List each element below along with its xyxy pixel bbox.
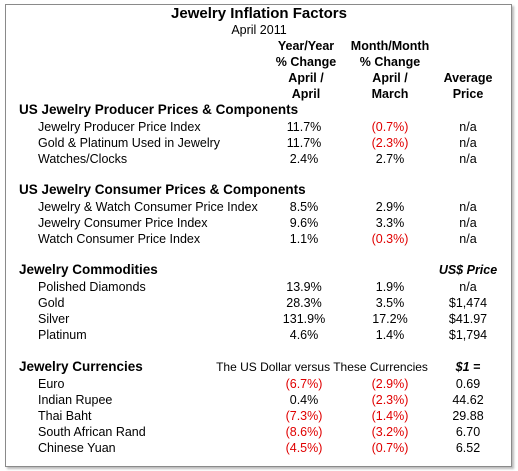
column-header: Average (443, 71, 493, 85)
cell-value: (0.3%) (371, 232, 409, 246)
cell-value: n/a (459, 152, 477, 166)
price-header: $1 = (455, 360, 481, 374)
cell-value: (8.6%) (285, 425, 323, 439)
cell-value: $41.97 (448, 312, 488, 326)
cell-value: 2.9% (375, 200, 405, 214)
cell-value: (2.3%) (371, 136, 409, 150)
cell-value: 28.3% (286, 296, 322, 310)
cell-value: (1.4%) (371, 409, 409, 423)
row-label: Polished Diamonds (38, 280, 146, 294)
cell-value: 0.69 (455, 377, 481, 391)
row-label: Gold (38, 296, 65, 310)
cell-value: 11.7% (286, 136, 322, 150)
row-label: South African Rand (38, 425, 146, 439)
cell-value: $1,474 (448, 296, 488, 310)
cell-value: n/a (459, 280, 477, 294)
cell-value: n/a (459, 200, 477, 214)
cell-value: n/a (459, 216, 477, 230)
cell-value: (7.3%) (285, 409, 323, 423)
row-label: Platinum (38, 328, 87, 342)
section-heading: US Jewelry Consumer Prices & Components (19, 182, 306, 197)
section-heading: Jewelry Currencies (19, 359, 143, 374)
title: Jewelry Inflation Factors (171, 5, 347, 22)
row-label: Jewelry & Watch Consumer Price Index (38, 200, 258, 214)
cell-value: 9.6% (289, 216, 319, 230)
cell-value: n/a (459, 136, 477, 150)
column-header: April (291, 87, 321, 101)
column-header: Month/Month (350, 39, 430, 53)
cell-value: 3.5% (375, 296, 405, 310)
column-header: Year/Year (277, 39, 335, 53)
column-header: % Change (275, 55, 337, 69)
cell-value: 1.9% (375, 280, 405, 294)
row-label: Thai Baht (38, 409, 92, 423)
cell-value: 6.70 (455, 425, 481, 439)
row-label: Watch Consumer Price Index (38, 232, 201, 246)
date: April 2011 (231, 23, 287, 37)
row-label: Silver (38, 312, 70, 326)
cell-value: 0.4% (289, 393, 319, 407)
cell-value: $1,794 (448, 328, 488, 342)
column-header: April / (288, 71, 324, 85)
cell-value: n/a (459, 120, 477, 134)
cell-value: 29.88 (452, 409, 484, 423)
cell-value: 4.6% (289, 328, 319, 342)
row-label: Gold & Platinum Used in Jewelry (38, 136, 221, 150)
cell-value: 17.2% (372, 312, 408, 326)
cell-value: (2.9%) (371, 377, 409, 391)
cell-value: 131.9% (282, 312, 326, 326)
cell-value: 6.52 (455, 441, 481, 455)
row-label: Indian Rupee (38, 393, 113, 407)
row-label: Jewelry Consumer Price Index (38, 216, 208, 230)
cell-value: 2.7% (375, 152, 405, 166)
cell-value: 1.4% (375, 328, 405, 342)
cell-value: 44.62 (452, 393, 484, 407)
column-header: % Change (359, 55, 421, 69)
column-header: Price (452, 87, 484, 101)
row-label: Euro (38, 377, 65, 391)
cell-value: 3.3% (375, 216, 405, 230)
cell-value: (0.7%) (371, 120, 409, 134)
cell-value: (4.5%) (285, 441, 323, 455)
section-heading: Jewelry Commodities (19, 262, 158, 277)
cell-value: 13.9% (286, 280, 322, 294)
row-label: Jewelry Producer Price Index (38, 120, 201, 134)
cell-value: 1.1% (289, 232, 319, 246)
cell-value: (3.2%) (371, 425, 409, 439)
cell-value: (0.7%) (371, 441, 409, 455)
column-header: April / (372, 71, 408, 85)
section-heading: US Jewelry Producer Prices & Components (19, 102, 299, 117)
section-note: The US Dollar versus These Currencies (216, 360, 428, 374)
cell-value: n/a (459, 232, 477, 246)
row-label: Watches/Clocks (38, 152, 128, 166)
cell-value: 11.7% (286, 120, 322, 134)
price-header: US$ Price (438, 263, 498, 277)
cell-value: 2.4% (289, 152, 319, 166)
table-frame (5, 4, 512, 467)
cell-value: 8.5% (289, 200, 319, 214)
column-header: March (371, 87, 409, 101)
cell-value: (6.7%) (285, 377, 323, 391)
cell-value: (2.3%) (371, 393, 409, 407)
row-label: Chinese Yuan (38, 441, 116, 455)
